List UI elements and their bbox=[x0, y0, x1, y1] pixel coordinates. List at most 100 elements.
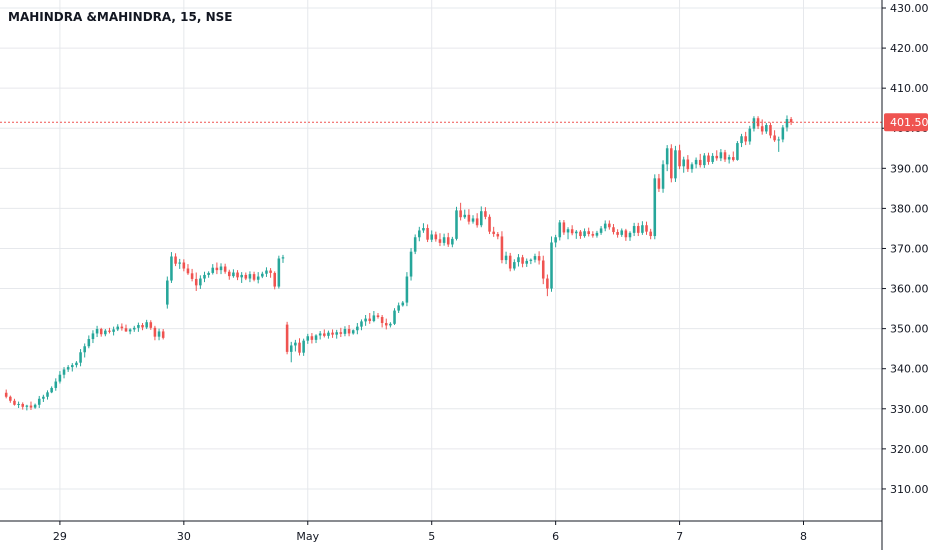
candle-up[interactable] bbox=[265, 267, 268, 277]
candle-up[interactable] bbox=[343, 326, 347, 337]
candle-up[interactable] bbox=[674, 145, 677, 182]
candle-down[interactable] bbox=[310, 333, 314, 344]
candle-up[interactable] bbox=[641, 221, 644, 235]
candle-down[interactable] bbox=[612, 224, 615, 235]
candle-down[interactable] bbox=[149, 320, 153, 330]
candle-up[interactable] bbox=[91, 330, 95, 344]
candle-up[interactable] bbox=[75, 361, 78, 368]
candle-up[interactable] bbox=[87, 335, 91, 349]
candle-up[interactable] bbox=[281, 254, 285, 263]
candle-up[interactable] bbox=[740, 133, 743, 148]
candle-down[interactable] bbox=[244, 272, 248, 281]
candle-down[interactable] bbox=[438, 233, 442, 247]
candle-up[interactable] bbox=[360, 319, 363, 331]
candle-down[interactable] bbox=[339, 327, 343, 338]
candle-down[interactable] bbox=[636, 222, 640, 237]
candle-down[interactable] bbox=[475, 213, 479, 228]
candle-down[interactable] bbox=[223, 263, 227, 274]
candle-down[interactable] bbox=[161, 329, 165, 340]
candle-down[interactable] bbox=[587, 227, 590, 237]
candle-up[interactable] bbox=[46, 390, 49, 400]
candle-down[interactable] bbox=[236, 270, 239, 281]
candle-up[interactable] bbox=[145, 319, 148, 330]
candle-up[interactable] bbox=[33, 403, 37, 409]
candle-up[interactable] bbox=[170, 252, 173, 283]
candle-down[interactable] bbox=[608, 220, 611, 230]
candle-up[interactable] bbox=[289, 341, 293, 363]
candle-up[interactable] bbox=[401, 300, 405, 307]
candle-down[interactable] bbox=[624, 228, 628, 241]
candle-down[interactable] bbox=[731, 151, 735, 162]
candle-up[interactable] bbox=[765, 123, 768, 134]
candle-up[interactable] bbox=[112, 326, 115, 336]
candle-up[interactable] bbox=[393, 308, 396, 326]
candle-up[interactable] bbox=[306, 333, 310, 344]
candle-down[interactable] bbox=[13, 398, 16, 406]
candle-up[interactable] bbox=[620, 228, 624, 237]
candle-up[interactable] bbox=[529, 258, 533, 265]
candle-up[interactable] bbox=[199, 275, 202, 289]
candle-up[interactable] bbox=[128, 328, 132, 335]
candle-up[interactable] bbox=[277, 255, 281, 289]
candle-up[interactable] bbox=[104, 329, 107, 337]
candle-up[interactable] bbox=[389, 322, 392, 328]
candle-down[interactable] bbox=[670, 144, 673, 183]
candle-up[interactable] bbox=[418, 226, 421, 242]
candle-up[interactable] bbox=[335, 329, 338, 339]
candle-up[interactable] bbox=[62, 367, 66, 379]
candle-up[interactable] bbox=[525, 258, 529, 267]
candle-up[interactable] bbox=[748, 125, 752, 145]
candle-up[interactable] bbox=[533, 253, 537, 263]
candle-down[interactable] bbox=[488, 214, 491, 235]
candle-up[interactable] bbox=[690, 162, 694, 173]
candle-up[interactable] bbox=[513, 259, 516, 271]
candle-up[interactable] bbox=[703, 153, 706, 168]
candle-up[interactable] bbox=[471, 215, 475, 224]
candle-down[interactable] bbox=[591, 231, 595, 238]
candle-down[interactable] bbox=[376, 313, 380, 319]
candle-down[interactable] bbox=[756, 116, 760, 130]
candle-up[interactable] bbox=[397, 302, 400, 314]
candle-up[interactable] bbox=[58, 371, 62, 384]
candle-down[interactable] bbox=[298, 338, 301, 356]
candle-up[interactable] bbox=[42, 394, 45, 402]
candle-up[interactable] bbox=[711, 153, 714, 164]
candle-up[interactable] bbox=[256, 272, 260, 284]
candle-down[interactable] bbox=[99, 327, 103, 337]
price-axis[interactable]: 310.00 320.00 330.00 340.00 350.00 360.00 370.… bbox=[882, 2, 929, 496]
candle-down[interactable] bbox=[252, 271, 256, 282]
candle-down[interactable] bbox=[678, 144, 681, 170]
candle-up[interactable] bbox=[550, 236, 553, 292]
candle-down[interactable] bbox=[773, 130, 776, 142]
candle-up[interactable] bbox=[37, 395, 41, 408]
candle-up[interactable] bbox=[17, 401, 20, 408]
candle-up[interactable] bbox=[727, 154, 731, 164]
candle-up[interactable] bbox=[211, 264, 215, 275]
candle-down[interactable] bbox=[446, 232, 450, 247]
candle-down[interactable] bbox=[484, 207, 487, 220]
candle-down[interactable] bbox=[190, 268, 194, 282]
candle-down[interactable] bbox=[227, 269, 231, 280]
candle-down[interactable] bbox=[323, 329, 326, 338]
candle-down[interactable] bbox=[182, 259, 186, 272]
candle-down[interactable] bbox=[174, 253, 177, 267]
candle-down[interactable] bbox=[285, 321, 289, 355]
candle-up[interactable] bbox=[95, 325, 99, 338]
candle-up[interactable] bbox=[372, 310, 376, 323]
candle-down[interactable] bbox=[496, 232, 500, 240]
candle-up[interactable] bbox=[409, 248, 413, 281]
candle-up[interactable] bbox=[777, 136, 781, 152]
candle-up[interactable] bbox=[566, 227, 570, 240]
candle-up[interactable] bbox=[451, 236, 454, 248]
candle-up[interactable] bbox=[517, 254, 520, 267]
candle-up[interactable] bbox=[665, 145, 669, 172]
candle-up[interactable] bbox=[422, 223, 425, 233]
candle-up[interactable] bbox=[314, 334, 318, 344]
candle-series[interactable] bbox=[4, 115, 793, 411]
candle-up[interactable] bbox=[232, 269, 235, 278]
candle-up[interactable] bbox=[327, 330, 330, 339]
candle-up[interactable] bbox=[455, 206, 458, 241]
candle-up[interactable] bbox=[50, 386, 53, 394]
candle-up[interactable] bbox=[595, 230, 599, 238]
